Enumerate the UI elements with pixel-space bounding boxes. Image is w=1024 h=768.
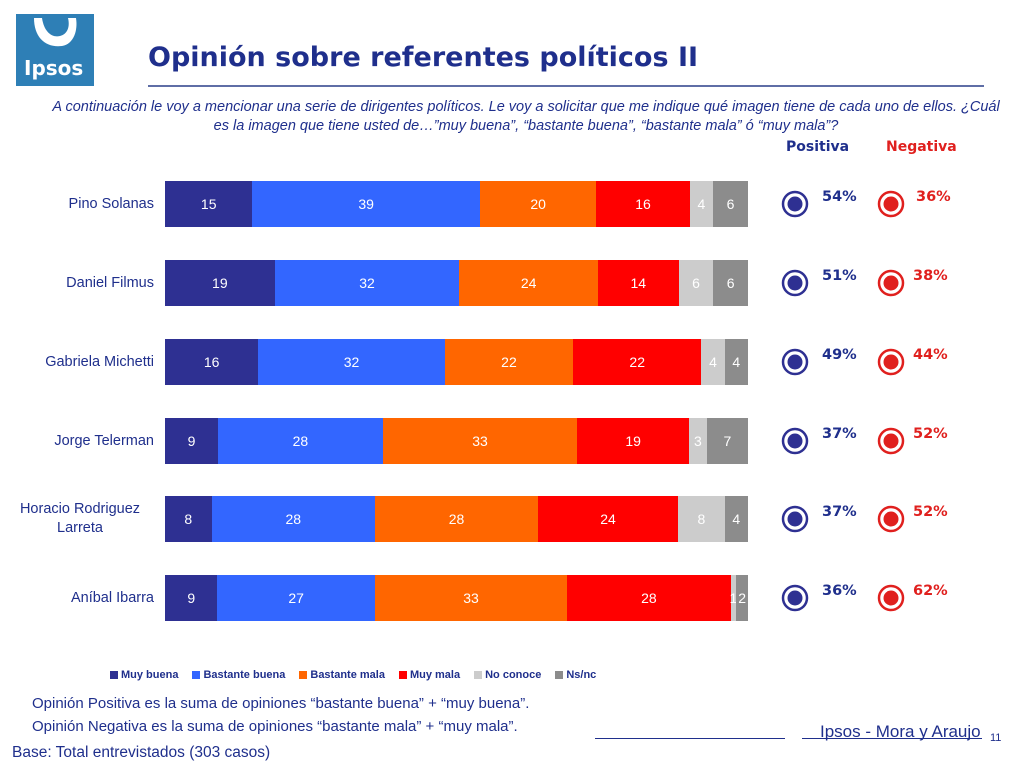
- row-label-pino-solanas: Pino Solanas: [68, 195, 154, 212]
- bar-jorge-telerman-no-conoce: 3: [689, 418, 707, 464]
- bar-jorge-telerman-muy-buena: 9: [165, 418, 218, 464]
- positive-bullet-icon: [781, 505, 809, 533]
- legend-label: Bastante mala: [310, 669, 385, 681]
- bar-daniel-filmus-ns-nc: 6: [713, 260, 748, 306]
- footer-rule-left: [595, 738, 785, 739]
- negative-percentage: 44%: [913, 347, 948, 363]
- bar-daniel-filmus-no-conoce: 6: [678, 260, 714, 306]
- negative-percentage: 62%: [913, 583, 948, 599]
- negative-column-header: Negativa: [886, 139, 957, 155]
- negative-percentage: 52%: [913, 426, 948, 442]
- bar-horacio-rodriguez-larreta-no-conoce: 8: [678, 496, 725, 542]
- positive-bullet-icon: [781, 348, 809, 376]
- bar-gabriela-michetti-muy-mala: 22: [573, 339, 702, 385]
- negative-bullet-icon: [877, 584, 905, 612]
- positive-percentage: 37%: [822, 426, 857, 442]
- bar-pino-solanas-muy-mala: 16: [596, 181, 690, 227]
- title-divider: [148, 85, 984, 87]
- bar-pino-solanas-no-conoce: 4: [689, 181, 713, 227]
- legend-swatch: [192, 671, 201, 679]
- bar-gabriela-michetti-bastante-mala: 22: [444, 339, 574, 385]
- bar-horacio-rodriguez-larreta-muy-mala: 24: [538, 496, 679, 542]
- negative-percentage: 38%: [913, 268, 948, 284]
- row-label-horacio-rodriguez-larreta: Horacio Rodriguez Larreta: [19, 501, 141, 536]
- base-note: Base: Total entrevistados (303 casos): [12, 744, 271, 761]
- bar-pino-solanas-bastante-buena: 39: [252, 181, 480, 227]
- legend-label: Muy buena: [121, 669, 179, 681]
- bar-horacio-rodriguez-larreta-bastante-mala: 28: [374, 496, 539, 542]
- legend-swatch: [555, 671, 564, 679]
- bar-pino-solanas-muy-buena: 15: [165, 181, 253, 227]
- bar-anibal-ibarra-bastante-buena: 27: [217, 575, 375, 621]
- bar-horacio-rodriguez-larreta-bastante-buena: 28: [211, 496, 375, 542]
- positive-percentage: 51%: [822, 268, 857, 284]
- row-label-anibal-ibarra: Aníbal Ibarra: [70, 589, 154, 606]
- negative-bullet-icon: [877, 190, 905, 218]
- legend-item-muy-buena: Muy buena: [110, 669, 178, 681]
- row-label-jorge-telerman: Jorge Telerman: [54, 432, 154, 449]
- bar-horacio-rodriguez-larreta-ns-nc: 4: [724, 496, 748, 542]
- bar-daniel-filmus-bastante-mala: 24: [459, 260, 598, 306]
- bar-anibal-ibarra-no-conoce: 1: [730, 575, 737, 621]
- positive-percentage: 37%: [822, 504, 857, 520]
- positive-percentage: 49%: [822, 347, 857, 363]
- positive-percentage: 36%: [822, 583, 857, 599]
- negative-bullet-icon: [877, 348, 905, 376]
- positive-bullet-icon: [781, 584, 809, 612]
- negative-percentage: 52%: [913, 504, 948, 520]
- footer-rule-right: [802, 738, 982, 739]
- chart-legend: Muy buena Bastante buena Bastante mala Muy …: [110, 669, 610, 681]
- negative-bullet-icon: [877, 269, 905, 297]
- bar-pino-solanas-bastante-mala: 20: [479, 181, 597, 227]
- bar-jorge-telerman-bastante-buena: 28: [218, 418, 383, 464]
- legend-label: Ns/nc: [566, 669, 597, 681]
- bar-gabriela-michetti-no-conoce: 4: [701, 339, 725, 385]
- legend-item-ns-nc: Ns/nc: [555, 669, 596, 681]
- legend-label: Muy mala: [409, 669, 461, 681]
- bar-anibal-ibarra-muy-mala: 28: [567, 575, 731, 621]
- positive-bullet-icon: [781, 269, 809, 297]
- bar-jorge-telerman-bastante-mala: 33: [382, 418, 578, 464]
- legend-label: Bastante buena: [203, 669, 286, 681]
- bar-anibal-ibarra-bastante-mala: 33: [374, 575, 568, 621]
- ipsos-logo: Ipsos: [16, 14, 94, 86]
- legend-item-bastante-mala: Bastante mala: [299, 669, 385, 681]
- bar-jorge-telerman-muy-mala: 19: [577, 418, 690, 464]
- bar-daniel-filmus-bastante-buena: 32: [274, 260, 460, 306]
- legend-swatch: [474, 671, 483, 679]
- negative-bullet-icon: [877, 427, 905, 455]
- bar-gabriela-michetti-muy-buena: 16: [165, 339, 259, 385]
- bar-gabriela-michetti-ns-nc: 4: [724, 339, 748, 385]
- bar-anibal-ibarra-muy-buena: 9: [165, 575, 218, 621]
- row-label-gabriela-michetti: Gabriela Michetti: [45, 353, 154, 370]
- legend-item-bastante-buena: Bastante buena: [192, 669, 285, 681]
- negative-bullet-icon: [877, 505, 905, 533]
- page-number: 11: [990, 732, 1002, 744]
- legend-item-muy-mala: Muy mala: [398, 669, 461, 681]
- bar-daniel-filmus-muy-buena: 19: [165, 260, 275, 306]
- bar-gabriela-michetti-bastante-buena: 32: [258, 339, 445, 385]
- positive-definition-note: Opinión Positiva es la suma de opiniones…: [32, 695, 530, 712]
- positive-percentage: 54%: [822, 189, 857, 205]
- bar-pino-solanas-ns-nc: 6: [713, 181, 748, 227]
- bar-jorge-telerman-ns-nc: 7: [706, 418, 748, 464]
- row-label-daniel-filmus: Daniel Filmus: [66, 274, 154, 291]
- legend-swatch: [110, 671, 118, 679]
- page-title: Opinión sobre referentes políticos II: [148, 42, 699, 73]
- legend-label: No conoce: [485, 669, 542, 681]
- bar-anibal-ibarra-ns-nc: 2: [736, 575, 748, 621]
- bar-daniel-filmus-muy-mala: 14: [597, 260, 679, 306]
- positive-bullet-icon: [781, 190, 809, 218]
- legend-swatch: [398, 671, 407, 679]
- legend-swatch: [299, 671, 308, 679]
- positive-bullet-icon: [781, 427, 809, 455]
- logo-text: Ipsos: [24, 56, 84, 80]
- survey-question: A continuación le voy a mencionar una se…: [52, 99, 1000, 134]
- negative-percentage: 36%: [916, 189, 951, 205]
- positive-column-header: Positiva: [786, 139, 850, 155]
- legend-item-no-conoce: No conoce: [474, 669, 541, 681]
- footer-brand: Ipsos - Mora y Araujo: [820, 722, 981, 741]
- negative-definition-note: Opinión Negativa es la suma de opiniones…: [32, 718, 518, 735]
- bar-horacio-rodriguez-larreta-muy-buena: 8: [165, 496, 212, 542]
